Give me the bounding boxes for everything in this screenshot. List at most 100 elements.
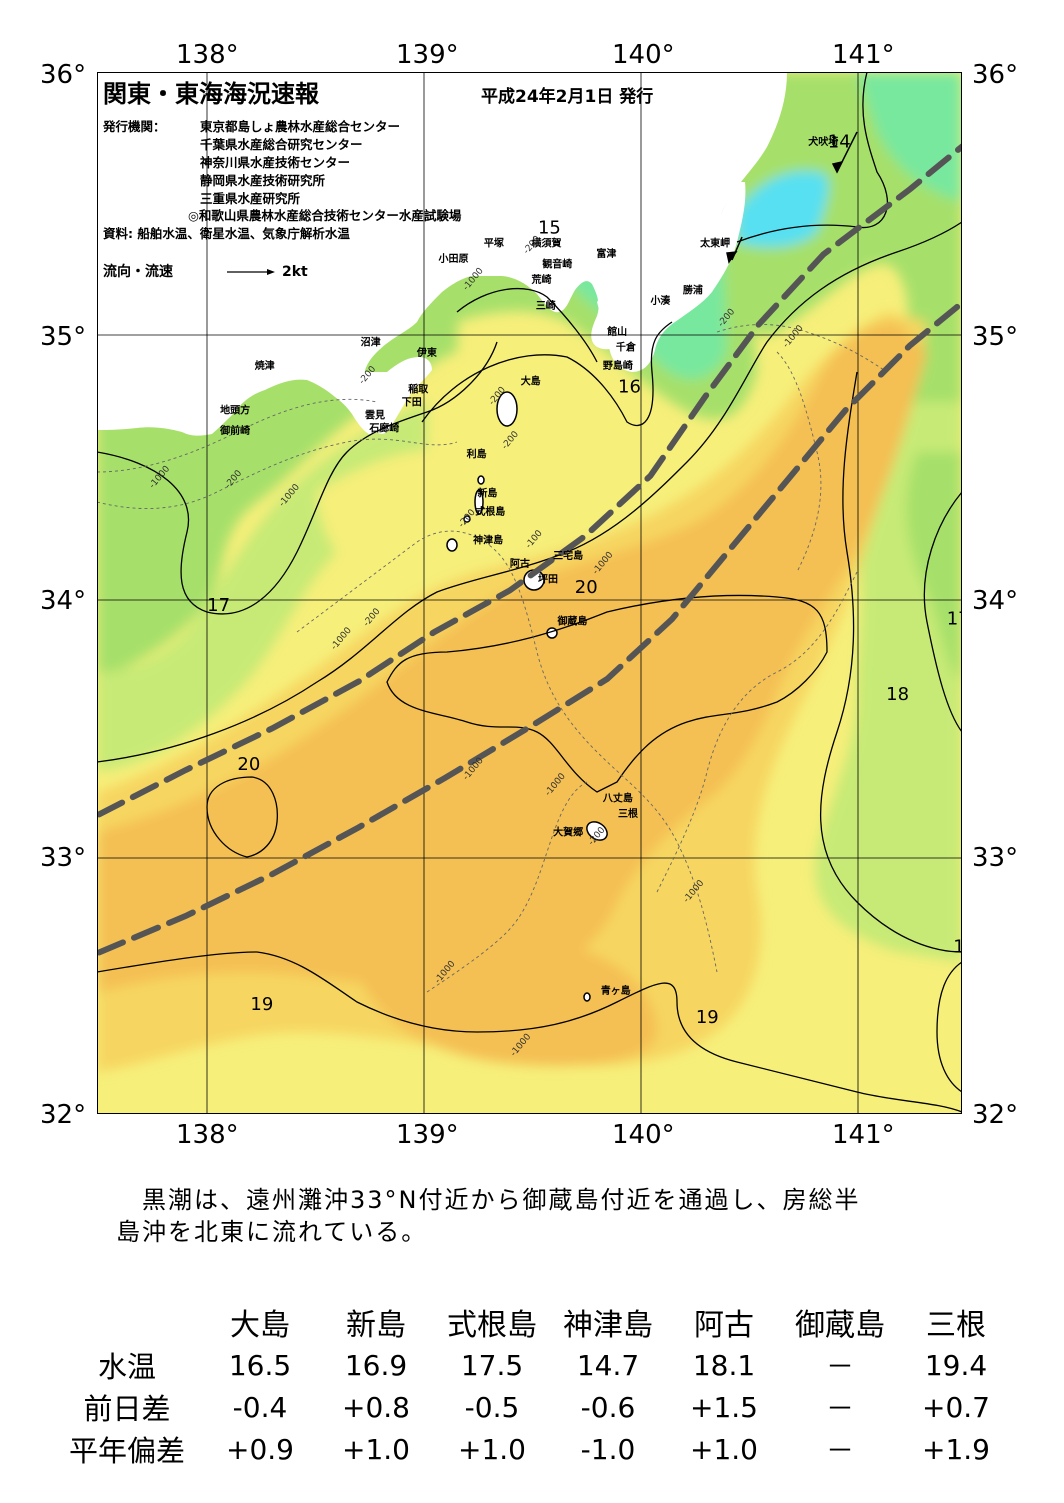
isotherm-18-east	[820, 371, 962, 953]
isotherm-20-west	[206, 776, 278, 858]
legend-label: 流向・流速	[103, 263, 173, 280]
isotherm-19-north	[97, 221, 962, 763]
place-label: 観音崎	[542, 257, 572, 270]
place-label: 新島	[477, 487, 497, 500]
header-mine: 三根	[926, 1308, 986, 1343]
kuroshio-axes	[97, 142, 962, 956]
depth-contour-1000-eastern	[776, 351, 822, 573]
isotherm-15-north	[456, 287, 598, 363]
cell: 16.5	[228, 1348, 292, 1382]
current-arrow-kashima-head	[831, 160, 844, 174]
publisher-3: 神奈川県水産技術センター	[200, 155, 350, 170]
islands	[446, 391, 608, 1002]
water-cyan-kashima	[737, 171, 829, 248]
isotherm-label: 14	[828, 132, 851, 153]
table-header-row: 大島 新島 式根島 神津島 阿古 御蔵島 三根	[52, 1300, 1014, 1344]
place-label: 館山	[606, 325, 627, 338]
island-niijima	[474, 489, 484, 515]
place-label: 小田原	[438, 252, 469, 265]
place-label: 焼津	[255, 359, 275, 372]
lat-label-32-left: 32°	[40, 1100, 87, 1130]
lon-label-139-top: 139°	[396, 40, 459, 70]
cell: -0.6	[580, 1390, 636, 1424]
lon-label-140-top: 140°	[612, 40, 675, 70]
depth-contour-200-east	[716, 324, 888, 373]
table-row: 平年偏差 +0.9 +1.0 +1.0 -1.0 +1.0 － +1.9	[52, 1428, 1014, 1470]
data-sources: 資料: 船舶水温、衛星水温、気象庁解析水温	[103, 226, 350, 241]
cell: +0.8	[342, 1390, 410, 1424]
place-label: 御蔵島	[556, 614, 587, 627]
place-label: 式根島	[475, 505, 505, 518]
place-label: 野島崎	[603, 359, 633, 372]
island-shikinejima	[463, 515, 471, 523]
place-label: 稲取	[408, 382, 429, 395]
place-label: 坪田	[538, 573, 558, 586]
depth-contour-1000-south	[426, 781, 588, 993]
legend-value: 2kt	[282, 264, 308, 280]
lon-label-139-bottom: 139°	[396, 1120, 459, 1150]
isotherm-17-east	[923, 491, 962, 733]
water-warm-kuroshio	[97, 322, 927, 992]
table-corner	[52, 1300, 202, 1344]
place-label: 青ヶ島	[601, 984, 631, 997]
map-title: 関東・東海海況速報	[103, 80, 320, 108]
land-boso-peninsula	[597, 182, 746, 372]
depth-contour-1000-central	[296, 530, 718, 973]
water-green-far-east	[906, 452, 962, 682]
land-izu-peninsula	[354, 357, 432, 434]
place-label: 八丈島	[602, 791, 633, 804]
cell: －	[825, 1392, 854, 1425]
lon-label-140-bottom: 140°	[612, 1120, 675, 1150]
place-label: 三根	[618, 807, 638, 820]
isotherm-label: 16	[618, 376, 641, 397]
header-kozushima: 神津島	[563, 1308, 653, 1343]
place-label: 荒崎	[531, 273, 552, 286]
place-label: 伊東	[416, 346, 437, 359]
island-oshima	[496, 391, 518, 427]
comment-line-1: 黒潮は、遠州灘沖33°N付近から御蔵島付近を通過し、房総半	[116, 1186, 861, 1214]
place-label: 神津島	[473, 534, 503, 547]
lat-label-35-right: 35°	[972, 322, 1019, 352]
lon-label-138-top: 138°	[176, 40, 239, 70]
isotherm-label: 19	[953, 936, 962, 957]
island-aogashima	[583, 992, 591, 1002]
header-mikurajima: 御蔵島	[795, 1308, 885, 1343]
isotherm-label: 17	[207, 595, 230, 616]
lon-label-138-bottom: 138°	[176, 1120, 239, 1150]
isotherm-label: 18	[886, 684, 909, 705]
water-warm-core-south	[357, 939, 657, 1066]
cell: －	[825, 1350, 854, 1383]
cell: +1.5	[690, 1390, 758, 1424]
lat-label-33-right: 33°	[972, 843, 1019, 873]
cell: +1.0	[342, 1432, 410, 1466]
header-shikinejima: 式根島	[447, 1308, 537, 1343]
cell: -1.0	[580, 1432, 636, 1466]
isotherm-17-west	[97, 341, 498, 615]
row-label-daily-diff: 前日差	[83, 1392, 171, 1426]
cell: +1.0	[690, 1432, 758, 1466]
cell: －	[825, 1434, 854, 1467]
header-ako: 阿古	[694, 1308, 754, 1343]
isotherm-label: 20	[575, 577, 598, 598]
row-label-anomaly: 平年偏差	[68, 1434, 185, 1468]
place-label: 沼津	[361, 336, 381, 349]
lat-label-33-left: 33°	[40, 843, 87, 873]
cell: -0.4	[232, 1390, 288, 1424]
place-label: 三宅島	[553, 549, 583, 562]
island-kozushima	[446, 538, 458, 552]
publisher-5: 三重県水産研究所	[200, 191, 301, 206]
isotherm-14-east	[736, 72, 888, 243]
island-toshima	[477, 475, 485, 485]
isotherm-label: 20	[237, 754, 260, 775]
cell: -0.5	[464, 1390, 520, 1424]
cell: 17.5	[460, 1348, 524, 1382]
graticule	[97, 72, 962, 1114]
publisher-2: 千葉県水産総合研究センター	[200, 137, 363, 152]
kuroshio-axis-2	[97, 299, 962, 956]
cell: 14.7	[576, 1348, 640, 1382]
lat-label-36-right: 36°	[972, 60, 1019, 90]
place-label: 千倉	[616, 341, 637, 354]
publisher-6: ◎和歌山県農林水産総合技術センター水産試験場	[188, 208, 462, 223]
current-arrow-katsuura-head	[726, 251, 738, 264]
lat-label-34-right: 34°	[972, 586, 1019, 616]
